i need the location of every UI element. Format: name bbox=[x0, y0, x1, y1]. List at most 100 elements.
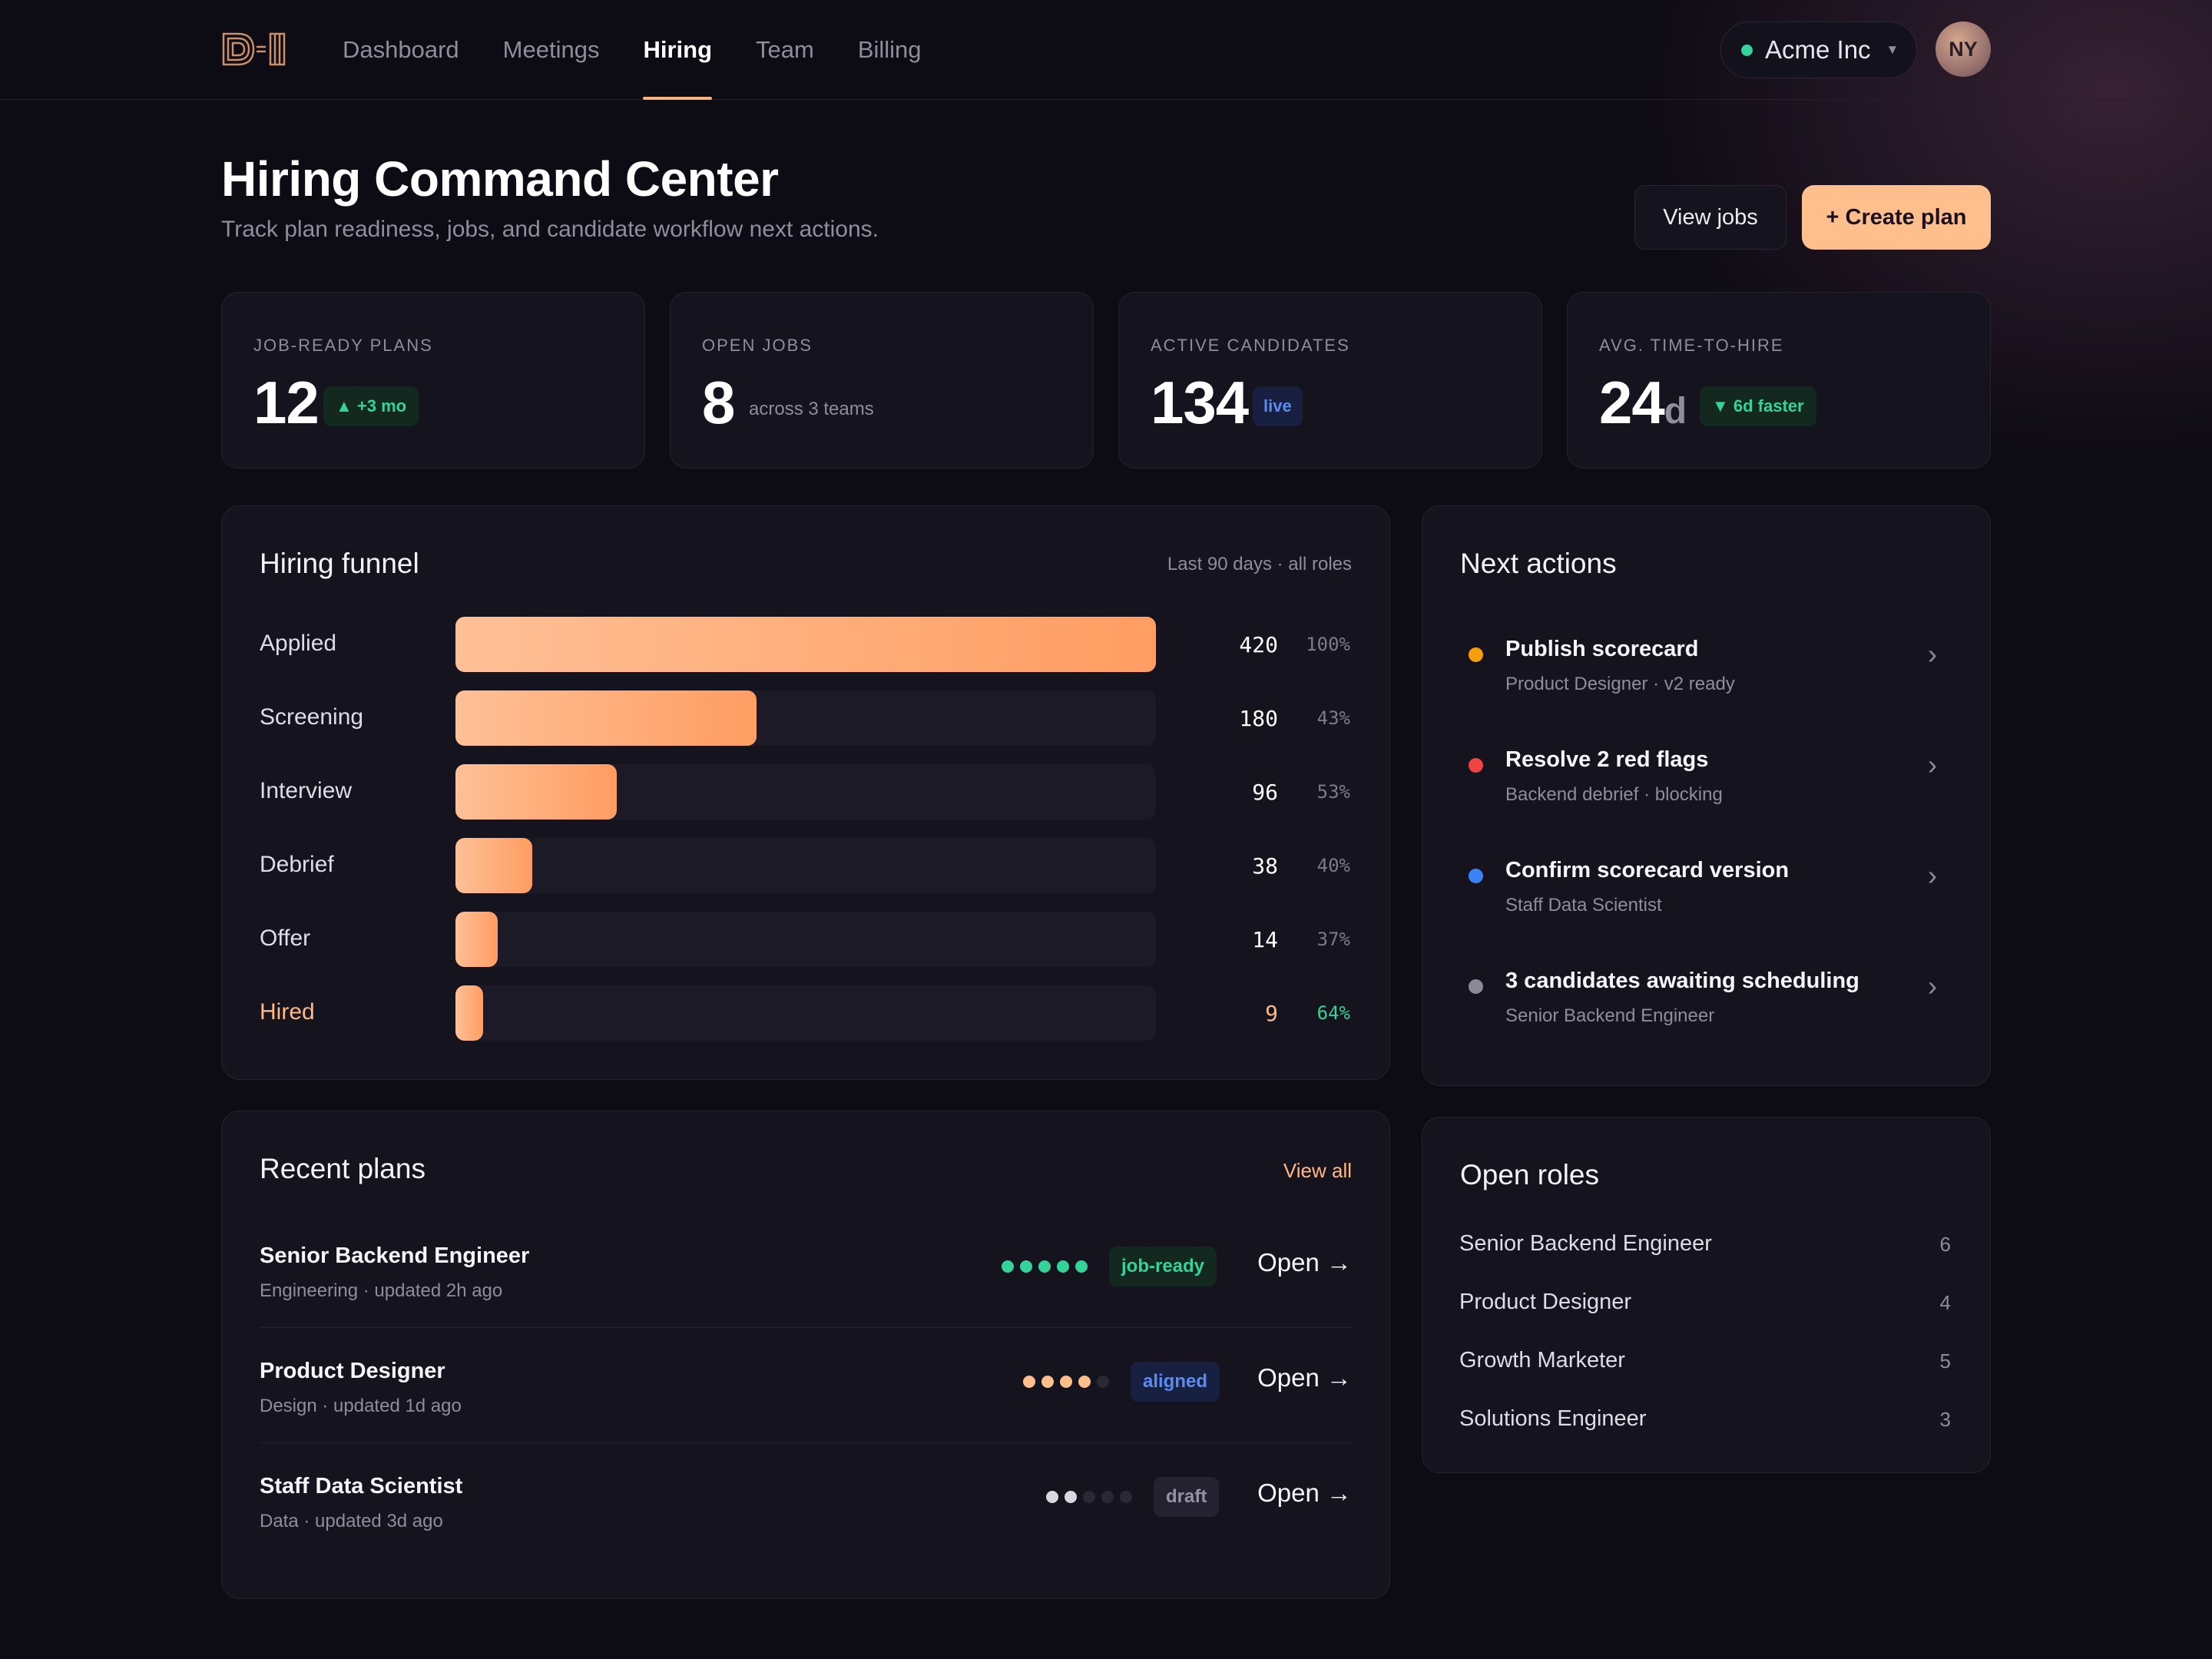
nav-dashboard[interactable]: Dashboard bbox=[343, 36, 459, 63]
stage-percent: 100% bbox=[1306, 634, 1350, 655]
open-plan-link[interactable]: Open → bbox=[1257, 1248, 1352, 1277]
action-title: Confirm scorecard version bbox=[1505, 858, 1790, 882]
nav-hiring[interactable]: Hiring bbox=[643, 0, 712, 100]
action-title: Publish scorecard bbox=[1505, 637, 1699, 661]
role-row[interactable]: Product Designer 4 bbox=[1459, 1280, 1951, 1326]
funnel-row: Interview 96 53% bbox=[260, 764, 1350, 820]
stage-label: Screening bbox=[260, 704, 364, 730]
action-item[interactable]: Confirm scorecard version Staff Data Sci… bbox=[1459, 850, 1951, 935]
action-subtitle: Staff Data Scientist bbox=[1505, 895, 1662, 916]
org-name: Acme Inc bbox=[1765, 35, 1871, 64]
stage-percent: 53% bbox=[1316, 781, 1350, 803]
progress-dot bbox=[1078, 1376, 1091, 1388]
live-badge: live bbox=[1253, 386, 1303, 426]
stage-label: Debrief bbox=[260, 852, 334, 877]
create-plan-button[interactable]: + Create plan bbox=[1802, 185, 1991, 250]
stage-label: Applied bbox=[260, 631, 337, 656]
funnel-row: Debrief 38 40% bbox=[260, 838, 1350, 893]
page-title: Hiring Command Center bbox=[221, 151, 779, 207]
funnel-row: Hired 9 64% bbox=[260, 985, 1350, 1041]
open-plan-link[interactable]: Open → bbox=[1257, 1479, 1352, 1507]
recent-plans-panel: Recent plans View all Senior Backend Eng… bbox=[221, 1111, 1390, 1599]
priority-dot bbox=[1469, 647, 1483, 662]
nav-billing[interactable]: Billing bbox=[857, 36, 922, 63]
chevron-right-icon: › bbox=[1928, 970, 1937, 1002]
stage-percent: 37% bbox=[1316, 929, 1350, 950]
role-row[interactable]: Solutions Engineer 3 bbox=[1459, 1397, 1951, 1443]
progress-dot bbox=[1065, 1491, 1077, 1503]
chevron-right-icon: › bbox=[1928, 749, 1937, 780]
user-avatar[interactable]: NY bbox=[1936, 22, 1991, 77]
action-subtitle: Product Designer · v2 ready bbox=[1505, 674, 1735, 694]
stat-card-avg-time-to-hire: AVG. TIME-TO-HIRE 24d ▼ 6d faster bbox=[1567, 292, 1991, 469]
role-name: Growth Marketer bbox=[1459, 1348, 1625, 1373]
plan-progress-dots bbox=[1046, 1491, 1132, 1503]
role-count: 6 bbox=[1939, 1233, 1951, 1256]
plan-row[interactable]: Product Designer Design · updated 1d ago… bbox=[260, 1328, 1352, 1443]
nav-team[interactable]: Team bbox=[756, 36, 814, 63]
progress-dot bbox=[1120, 1491, 1132, 1503]
view-jobs-button[interactable]: View jobs bbox=[1634, 185, 1786, 250]
action-item[interactable]: 3 candidates awaiting scheduling Senior … bbox=[1459, 961, 1951, 1045]
stage-count: 180 bbox=[1239, 706, 1278, 731]
plan-title: Senior Backend Engineer bbox=[260, 1243, 530, 1268]
stat-card-open-jobs: OPEN JOBS 8 across 3 teams bbox=[670, 292, 1094, 469]
progress-dot bbox=[1097, 1376, 1109, 1388]
chevron-right-icon: › bbox=[1928, 638, 1937, 670]
progress-dot bbox=[1075, 1260, 1088, 1273]
next-actions-title: Next actions bbox=[1460, 548, 1617, 579]
organization-switcher[interactable]: Acme Inc ▼ bbox=[1720, 22, 1917, 78]
funnel-row: Offer 14 37% bbox=[260, 912, 1350, 967]
stage-count: 9 bbox=[1265, 1001, 1278, 1026]
nav-meetings[interactable]: Meetings bbox=[502, 36, 600, 63]
plan-row[interactable]: Senior Backend Engineer Engineering · up… bbox=[260, 1213, 1352, 1328]
stat-trend-badge: ▼ 6d faster bbox=[1700, 386, 1816, 426]
open-plan-link[interactable]: Open → bbox=[1257, 1363, 1352, 1392]
plan-status-badge: job-ready bbox=[1109, 1247, 1217, 1286]
priority-dot bbox=[1469, 758, 1483, 773]
plan-title: Staff Data Scientist bbox=[260, 1474, 463, 1498]
view-all-link[interactable]: View all bbox=[1283, 1159, 1352, 1182]
chevron-right-icon: › bbox=[1928, 859, 1937, 891]
role-count: 5 bbox=[1939, 1349, 1951, 1373]
funnel-row: Screening 180 43% bbox=[260, 690, 1350, 746]
progress-dot bbox=[1083, 1491, 1095, 1503]
plan-subtitle: Engineering · updated 2h ago bbox=[260, 1280, 503, 1301]
stage-track bbox=[455, 764, 1156, 820]
role-row[interactable]: Growth Marketer 5 bbox=[1459, 1339, 1951, 1385]
stage-track bbox=[455, 617, 1156, 672]
stat-trend-badge: ▲ +3 mo bbox=[323, 386, 419, 426]
stat-number: 24 bbox=[1599, 369, 1665, 436]
stat-card-job-ready-plans: JOB-READY PLANS 12 ▲ +3 mo bbox=[221, 292, 645, 469]
stat-value: 134 bbox=[1151, 369, 1249, 436]
next-actions-panel: Next actions Publish scorecard Product D… bbox=[1422, 505, 1991, 1086]
stat-label: ACTIVE CANDIDATES bbox=[1151, 336, 1350, 355]
action-item[interactable]: Publish scorecard Product Designer · v2 … bbox=[1459, 629, 1951, 714]
page-subtitle: Track plan readiness, jobs, and candidat… bbox=[221, 217, 879, 242]
stat-value: 8 bbox=[702, 369, 735, 436]
plan-subtitle: Design · updated 1d ago bbox=[260, 1396, 462, 1416]
progress-dot bbox=[1020, 1260, 1032, 1273]
progress-dot bbox=[1023, 1376, 1035, 1388]
progress-dot bbox=[1046, 1491, 1058, 1503]
stage-bar bbox=[455, 764, 617, 820]
progress-dot bbox=[1041, 1376, 1054, 1388]
plan-row[interactable]: Staff Data Scientist Data · updated 3d a… bbox=[260, 1443, 1352, 1558]
plan-status-badge: aligned bbox=[1131, 1362, 1220, 1402]
stage-percent: 43% bbox=[1316, 707, 1350, 729]
chevron-down-icon: ▼ bbox=[1886, 42, 1899, 57]
recent-plans-title: Recent plans bbox=[260, 1153, 426, 1184]
progress-dot bbox=[1038, 1260, 1051, 1273]
stat-note: across 3 teams bbox=[749, 399, 874, 419]
stat-value: 12 bbox=[253, 369, 320, 436]
stat-value: 24d bbox=[1599, 373, 1687, 432]
stage-bar bbox=[455, 617, 1156, 672]
d1-logo[interactable] bbox=[221, 31, 287, 68]
action-subtitle: Senior Backend Engineer bbox=[1505, 1005, 1715, 1026]
role-row[interactable]: Senior Backend Engineer 6 bbox=[1459, 1222, 1951, 1268]
stage-track bbox=[455, 985, 1156, 1041]
progress-dot bbox=[1002, 1260, 1014, 1273]
action-item[interactable]: Resolve 2 red flags Backend debrief · bl… bbox=[1459, 740, 1951, 824]
action-title: 3 candidates awaiting scheduling bbox=[1505, 969, 1859, 993]
stat-card-active-candidates: ACTIVE CANDIDATES 134 live bbox=[1118, 292, 1542, 469]
